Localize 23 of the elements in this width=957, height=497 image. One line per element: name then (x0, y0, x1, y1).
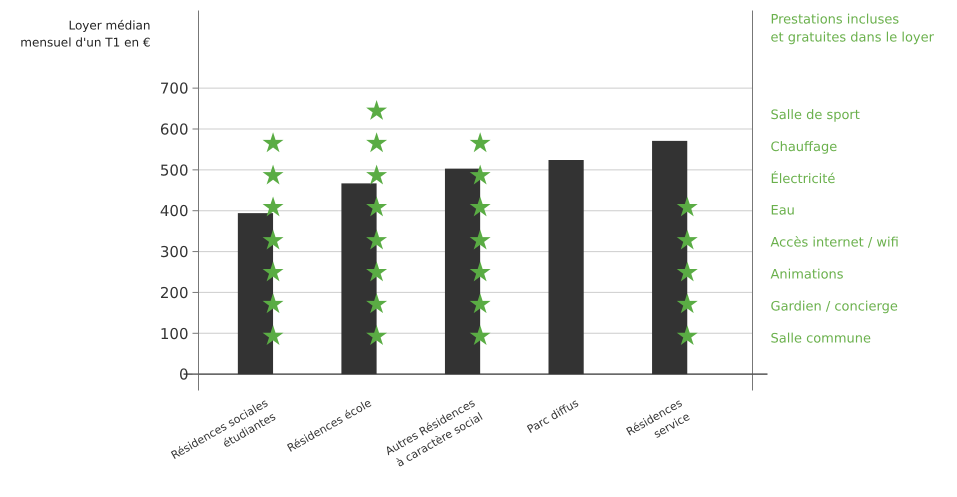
text: Animations (770, 268, 844, 282)
bar (238, 213, 274, 374)
y-tick-label: 0 (178, 366, 189, 384)
y2-axis-title: Prestations incluses et gratuites dans le loyer (770, 12, 935, 46)
text: Accès internet / wifi (770, 236, 899, 251)
y-tick-label: 600 (160, 120, 189, 138)
y-tick-label: 300 (160, 243, 189, 262)
text: Salle de sport (770, 108, 860, 123)
bar (341, 183, 377, 374)
text: Salle commune (770, 331, 871, 346)
bar (652, 140, 688, 374)
y-axis-title: Loyer médian mensuel d'un T1 en € (20, 18, 151, 50)
bar (444, 168, 480, 374)
text: Eau (770, 204, 795, 219)
y-tick-label: 500 (160, 161, 189, 180)
y-tick-label: 700 (160, 80, 189, 98)
bar (548, 160, 584, 374)
y-tick-label: 200 (160, 284, 189, 302)
y-tick-label: 100 (160, 324, 189, 343)
text: Électricité (770, 170, 836, 187)
text: Chauffage (770, 140, 838, 155)
y-tick-label: 400 (160, 202, 189, 220)
text: Gardien / concierge (770, 299, 898, 314)
